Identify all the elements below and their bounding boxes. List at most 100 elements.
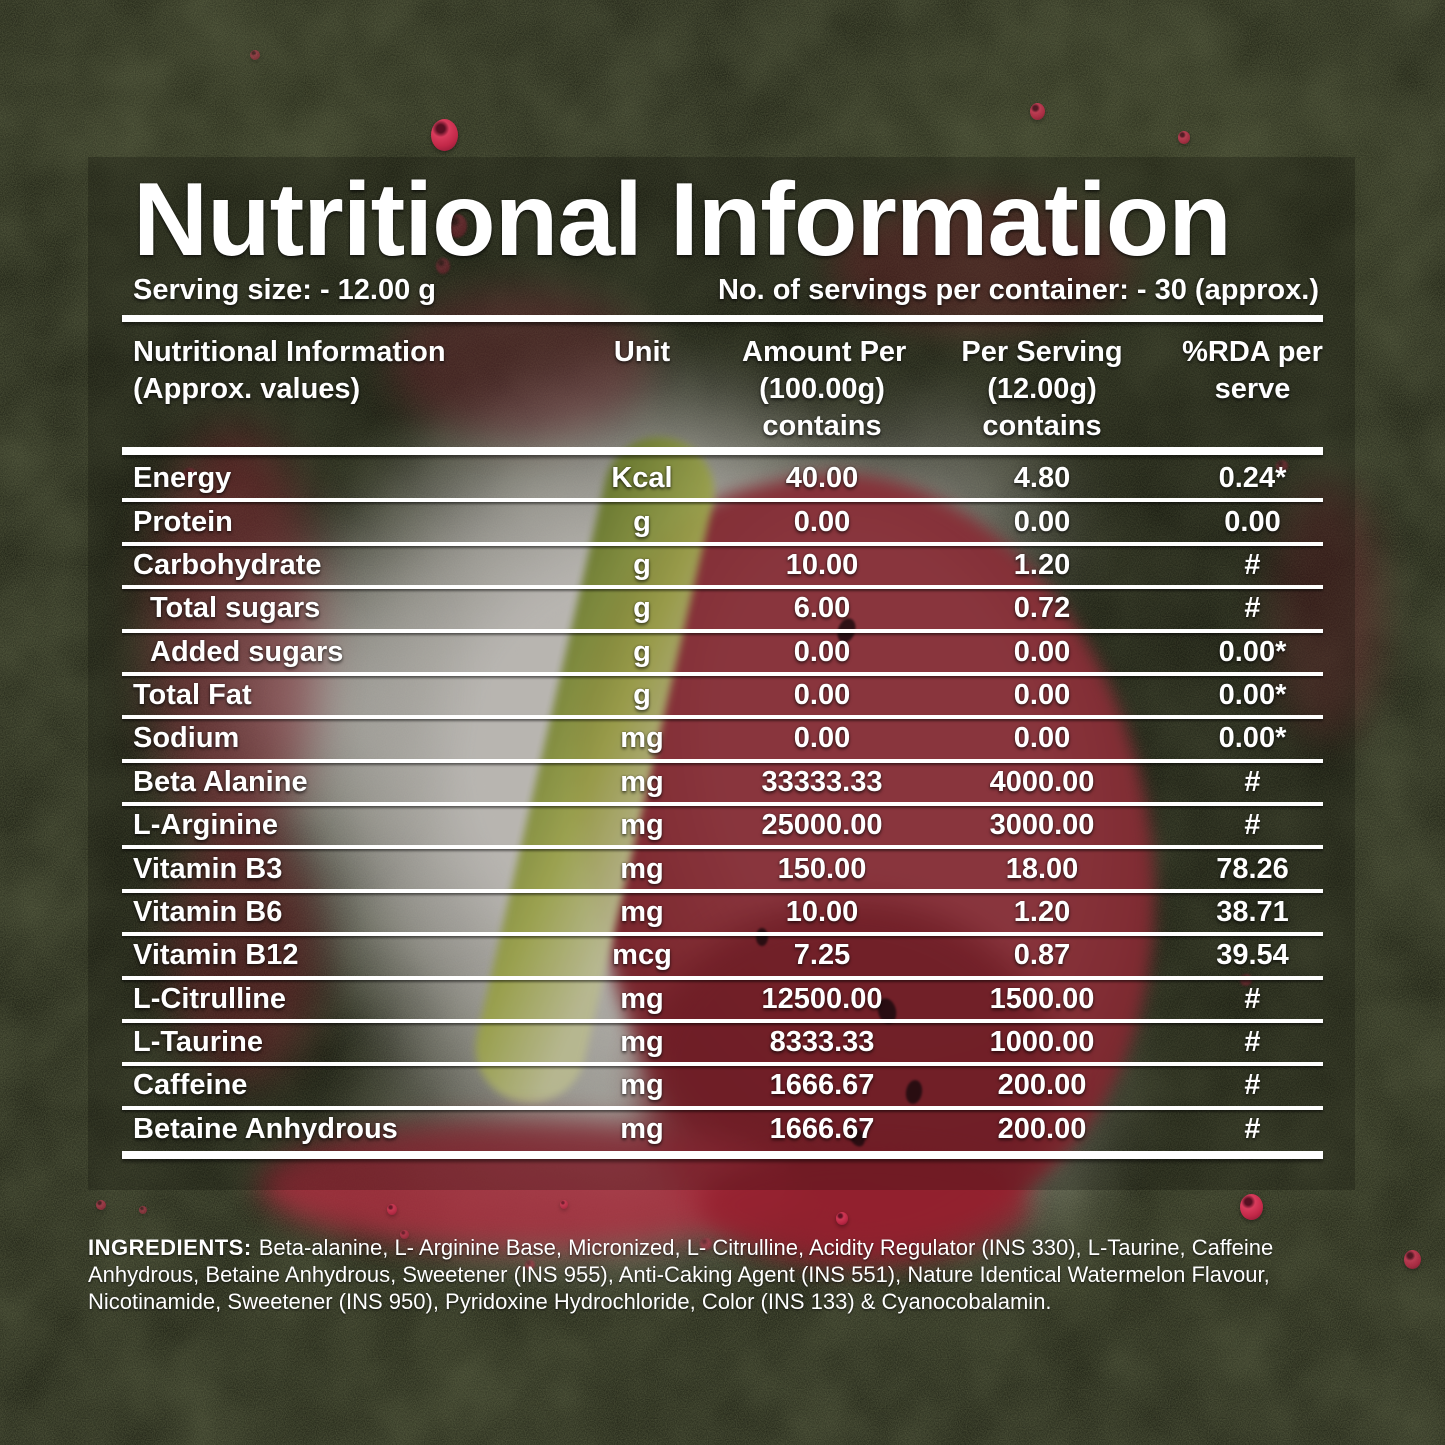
rda-per-serve-value: 0.00*: [1218, 722, 1287, 755]
juice-droplet: [431, 119, 458, 151]
per-serving-value: 18.00: [1005, 852, 1079, 885]
amount-per-100g-value: 0.00: [793, 722, 851, 755]
header-amount-per-100g-column: Amount Per (100.00g) contains: [742, 336, 907, 442]
per-serving-value: 4000.00: [989, 765, 1095, 798]
rda-per-serve-value: #: [1244, 765, 1261, 798]
per-serving-value: 4.80: [1013, 462, 1071, 495]
table-row: Protein g 0.00 0.00 0.00: [122, 500, 1323, 547]
juice-droplet: [250, 50, 260, 60]
juice-droplet: [1404, 1250, 1421, 1269]
rda-per-serve-value: 78.26: [1216, 852, 1289, 885]
nutrient-name: Beta Alanine: [133, 765, 308, 798]
nutrition-table-header: Nutritional Information (Approx. values)…: [122, 334, 1323, 445]
nutrient-unit: mg: [620, 809, 664, 842]
amount-per-100g-value: 8333.33: [769, 1026, 875, 1059]
juice-squiggle-top-right: [830, 200, 1130, 330]
juice-droplet: [387, 1204, 397, 1215]
per-serving-value: 0.72: [1013, 592, 1071, 625]
juice-droplet: [836, 1212, 848, 1225]
juice-streak-right: [1270, 480, 1380, 740]
serving-info-row: Serving size: - 12.00 g No. of servings …: [122, 274, 1323, 307]
juice-droplet: [183, 468, 196, 481]
header-unit-column: Unit: [613, 336, 671, 368]
table-row: Beta Alanine mg 33333.33 4000.00 #: [122, 761, 1323, 807]
rda-per-serve-value: 0.24*: [1218, 462, 1287, 495]
nutrient-unit: mg: [620, 1112, 664, 1145]
per-serving-value: 3000.00: [989, 809, 1095, 842]
table-row: Vitamin B6 mg 10.00 1.20 38.71: [122, 891, 1323, 937]
per-serving-value: 1500.00: [989, 982, 1095, 1015]
nutrient-unit: g: [633, 679, 651, 712]
servings-per-container-text: No. of servings per container: - 30 (app…: [717, 274, 1319, 306]
header-per-serving-column: Per Serving (12.00g) contains: [961, 336, 1123, 442]
ingredients-text: Beta-alanine, L- Arginine Base, Microniz…: [88, 1235, 1274, 1314]
juice-droplet: [96, 1200, 106, 1210]
nutrition-label: Nutritional Information Serving size: - …: [122, 0, 1323, 1445]
per-serving-value: 200.00: [997, 1112, 1087, 1145]
rda-per-serve-value: 38.71: [1216, 895, 1289, 928]
serving-size-text: Serving size: - 12.00 g: [133, 274, 437, 306]
juice-droplet: [139, 1206, 147, 1214]
juice-droplet: [400, 1230, 409, 1239]
amount-per-100g-value: 40.00: [785, 462, 859, 495]
nutrient-name: Total sugars: [150, 592, 321, 625]
nutrient-name: Sodium: [133, 722, 240, 755]
nutrient-name: Betaine Anhydrous: [133, 1112, 398, 1145]
juice-droplet: [1030, 103, 1045, 120]
amount-per-100g-value: 10.00: [785, 548, 859, 581]
divider-rule-header: [122, 447, 1323, 455]
nutrient-unit: g: [633, 635, 651, 668]
juice-droplet: [1240, 1194, 1263, 1220]
table-row: L-Arginine mg 25000.00 3000.00 #: [122, 804, 1323, 850]
nutrient-unit: mg: [620, 722, 664, 755]
ingredients-label: INGREDIENTS:: [88, 1235, 252, 1260]
per-serving-value: 0.00: [1013, 679, 1071, 712]
nutrient-unit: mg: [620, 982, 664, 1015]
amount-per-100g-value: 1666.67: [769, 1069, 875, 1102]
nutrient-name: Protein: [133, 505, 233, 538]
table-row: L-Taurine mg 8333.33 1000.00 #: [122, 1021, 1323, 1067]
rda-per-serve-value: #: [1244, 548, 1261, 581]
juice-droplet: [1276, 460, 1288, 472]
amount-per-100g-value: 1666.67: [769, 1112, 875, 1145]
table-row: Vitamin B12 mcg 7.25 0.87 39.54: [122, 934, 1323, 980]
rda-per-serve-value: #: [1244, 1112, 1261, 1145]
rda-per-serve-value: #: [1244, 592, 1261, 625]
table-row: Caffeine mg 1666.67 200.00 #: [122, 1064, 1323, 1111]
rda-per-serve-value: 0.00: [1224, 505, 1281, 538]
juice-droplet: [560, 1200, 568, 1209]
amount-per-100g-value: 25000.00: [761, 809, 883, 842]
rda-per-serve-value: #: [1244, 1026, 1261, 1059]
per-serving-value: 0.00: [1013, 635, 1071, 668]
rda-per-serve-value: 39.54: [1216, 939, 1289, 972]
table-row: Total Fat g 0.00 0.00 0.00*: [122, 674, 1323, 720]
table-row: Added sugars g 0.00 0.00 0.00*: [122, 631, 1323, 677]
table-row: Betaine Anhydrous mg 1666.67 200.00 #: [122, 1108, 1323, 1151]
nutrient-name: Caffeine: [133, 1069, 248, 1102]
page-title: Nutritional Information: [133, 162, 1232, 278]
amount-per-100g-value: 10.00: [785, 895, 859, 928]
juice-droplet: [1178, 131, 1190, 144]
rda-per-serve-value: 0.00*: [1218, 679, 1287, 712]
nutrition-table-body: Energy Kcal 40.00 4.80 0.24* Protein g 0…: [122, 457, 1323, 1151]
juice-droplet: [436, 258, 450, 274]
divider-rule-serving: [122, 315, 1323, 322]
amount-per-100g-value: 0.00: [793, 679, 851, 712]
amount-per-100g-value: 0.00: [793, 505, 851, 538]
nutrient-name: Vitamin B3: [133, 852, 283, 885]
table-row: Vitamin B3 mg 150.00 18.00 78.26: [122, 847, 1323, 894]
juice-streak-left-low: [170, 820, 320, 1080]
per-serving-value: 0.00: [1013, 722, 1071, 755]
amount-per-100g-value: 6.00: [793, 592, 851, 625]
nutrient-name: L-Taurine: [133, 1026, 263, 1059]
header-rda-column: %RDA per serve: [1182, 336, 1323, 405]
nutrient-unit: g: [633, 592, 651, 625]
nutrient-name: L-Citrulline: [133, 982, 287, 1015]
nutrient-unit: mg: [620, 1026, 664, 1059]
nutrient-name: Added sugars: [150, 635, 344, 668]
amount-per-100g-value: 7.25: [793, 939, 851, 972]
ingredients-paragraph: INGREDIENTS: Beta-alanine, L- Arginine Ba…: [88, 1234, 1373, 1315]
nutrient-name: Energy: [133, 462, 232, 495]
per-serving-value: 200.00: [997, 1069, 1087, 1102]
amount-per-100g-value: 0.00: [793, 635, 851, 668]
